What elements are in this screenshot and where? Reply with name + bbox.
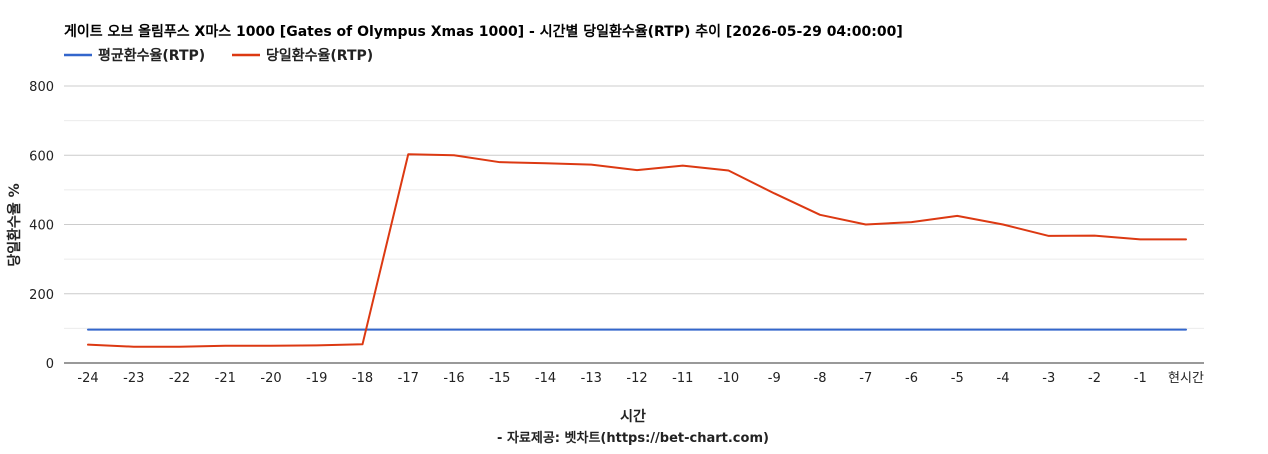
x-tick-label: -14	[535, 371, 556, 386]
data-point-daily[interactable]	[677, 160, 689, 172]
data-point-average[interactable]	[540, 324, 552, 336]
x-tick-label: -12	[626, 371, 647, 386]
data-point-average[interactable]	[82, 324, 94, 336]
y-tick-label: 400	[29, 219, 54, 234]
x-tick-label: -21	[215, 371, 236, 386]
x-tick-label: -22	[169, 371, 190, 386]
data-point-daily[interactable]	[814, 209, 826, 221]
data-point-daily[interactable]	[265, 340, 277, 352]
data-point-average[interactable]	[1134, 324, 1146, 336]
data-point-average[interactable]	[174, 324, 186, 336]
data-point-daily[interactable]	[128, 341, 140, 353]
y-tick-label: 600	[29, 149, 54, 164]
data-point-average[interactable]	[951, 324, 963, 336]
data-point-daily[interactable]	[402, 148, 414, 160]
data-point-average[interactable]	[677, 324, 689, 336]
data-point-daily[interactable]	[1134, 233, 1146, 245]
data-point-daily[interactable]	[1089, 230, 1101, 242]
data-point-average[interactable]	[494, 324, 506, 336]
data-point-daily[interactable]	[219, 340, 231, 352]
x-tick-label: -15	[489, 371, 510, 386]
data-point-average[interactable]	[860, 324, 872, 336]
series-line-daily-rtp	[87, 153, 1187, 348]
source-note: - 자료제공: 벳차트(https://bet-chart.com)	[497, 430, 769, 446]
data-point-average[interactable]	[631, 324, 643, 336]
data-point-daily[interactable]	[631, 164, 643, 176]
x-tick-label: -18	[352, 371, 373, 386]
data-point-daily[interactable]	[906, 216, 918, 228]
x-tick-label: 현시간	[1168, 371, 1204, 386]
x-tick-label: -8	[814, 371, 827, 386]
data-point-average[interactable]	[128, 324, 140, 336]
data-point-daily[interactable]	[540, 157, 552, 169]
x-axis-ticks: -24 -23 -22 -21 -20 -19 -18 -17 -16 -15 -14 -13 -12 -…	[77, 371, 1204, 386]
x-tick-label: -1	[1134, 371, 1147, 386]
y-axis-title: 당일환수율 %	[6, 183, 23, 266]
legend: 평균환수율(RTP) 당일환수율(RTP)	[64, 47, 373, 64]
x-tick-label: -16	[443, 371, 464, 386]
data-point-average[interactable]	[814, 324, 826, 336]
data-point-average[interactable]	[265, 324, 277, 336]
series-lines	[82, 148, 1192, 353]
data-point-average[interactable]	[1089, 324, 1101, 336]
x-tick-label: -11	[672, 371, 693, 386]
x-axis-title: 시간	[620, 408, 646, 425]
data-point-daily[interactable]	[768, 187, 780, 199]
data-point-daily[interactable]	[997, 219, 1009, 231]
data-point-daily[interactable]	[723, 164, 735, 176]
data-point-average[interactable]	[448, 324, 460, 336]
legend-item-daily[interactable]: 당일환수율(RTP)	[232, 47, 373, 64]
data-point-average[interactable]	[997, 324, 1009, 336]
data-point-daily[interactable]	[1180, 233, 1192, 245]
data-point-daily[interactable]	[311, 339, 323, 351]
data-point-daily[interactable]	[82, 339, 94, 351]
y-tick-label: 800	[29, 80, 54, 95]
data-point-average[interactable]	[768, 324, 780, 336]
data-point-daily[interactable]	[448, 149, 460, 161]
legend-item-average[interactable]: 평균환수율(RTP)	[64, 47, 205, 64]
x-tick-label: -2	[1088, 371, 1101, 386]
x-tick-label: -24	[77, 371, 98, 386]
y-tick-label: 0	[46, 357, 54, 372]
x-tick-label: -9	[768, 371, 781, 386]
data-point-daily[interactable]	[860, 219, 872, 231]
x-tick-label: -10	[718, 371, 739, 386]
data-point-daily[interactable]	[1043, 230, 1055, 242]
chart-title: 게이트 오브 올림푸스 X마스 1000 [Gates of Olympus X…	[64, 23, 903, 40]
data-point-average[interactable]	[311, 324, 323, 336]
data-point-daily[interactable]	[494, 156, 506, 168]
data-point-daily[interactable]	[585, 159, 597, 171]
data-point-average[interactable]	[1180, 324, 1192, 336]
x-tick-label: -6	[905, 371, 918, 386]
x-tick-label: -19	[306, 371, 327, 386]
data-point-average[interactable]	[906, 324, 918, 336]
data-point-average[interactable]	[585, 324, 597, 336]
x-tick-label: -4	[997, 371, 1010, 386]
data-point-average[interactable]	[219, 324, 231, 336]
y-tick-label: 200	[29, 288, 54, 303]
legend-label-daily: 당일환수율(RTP)	[266, 47, 373, 64]
data-point-average[interactable]	[723, 324, 735, 336]
legend-label-average: 평균환수율(RTP)	[98, 47, 205, 64]
x-tick-label: -7	[859, 371, 872, 386]
x-tick-label: -13	[581, 371, 602, 386]
x-tick-label: -20	[260, 371, 281, 386]
data-point-average[interactable]	[1043, 324, 1055, 336]
data-point-daily[interactable]	[951, 210, 963, 222]
y-axis-ticks: 0 200 400 600 800	[29, 80, 54, 372]
x-tick-label: -23	[123, 371, 144, 386]
data-point-daily[interactable]	[174, 341, 186, 353]
x-tick-label: -3	[1042, 371, 1055, 386]
x-tick-label: -5	[951, 371, 964, 386]
data-point-daily[interactable]	[357, 338, 369, 350]
gridlines	[64, 85, 1204, 329]
data-point-average[interactable]	[402, 324, 414, 336]
x-tick-label: -17	[398, 371, 419, 386]
